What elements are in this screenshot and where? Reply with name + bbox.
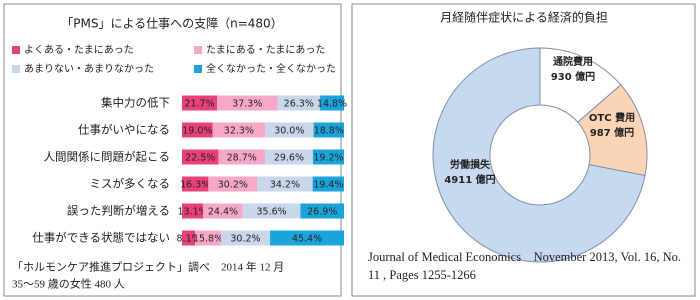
legend-swatch: [194, 46, 202, 54]
bar-segment: [242, 203, 301, 219]
bar-segment: [312, 149, 344, 165]
value-label: 19.0%: [182, 126, 212, 137]
bar-segment: [313, 122, 344, 138]
slice-label: 労働損失: [450, 158, 491, 171]
bar-segment: [182, 95, 218, 111]
value-label: 8.1%: [177, 234, 201, 245]
legend-swatch: [12, 65, 20, 73]
bar-segment: [220, 230, 271, 246]
bar-segment: [264, 149, 313, 165]
note: 35～59 歳の女性 480 人: [12, 277, 125, 291]
legend-swatch: [12, 46, 20, 54]
value-label: 29.6%: [274, 153, 304, 164]
bar-segment: [265, 122, 314, 138]
bar-segment: [257, 176, 313, 192]
note: 「ホルモンケア推進プロジェクト」調べ 2014 年 12 月: [12, 260, 284, 274]
value-label: 22.5%: [185, 153, 215, 164]
bar-segment: [300, 203, 344, 219]
bar-segment: [182, 176, 209, 192]
value-label: 16.3%: [180, 180, 210, 191]
chart-title: 月経随伴症状による経済的負担: [440, 10, 608, 25]
value-label: 13.1%: [178, 207, 208, 218]
legend-label: 全くなかった・全くなかった: [206, 62, 336, 75]
donut-slice: [432, 47, 646, 263]
value-label: 45.4%: [292, 234, 322, 245]
value-label: 19.4%: [313, 180, 343, 191]
value-label: 24.4%: [208, 207, 238, 218]
bar-segment: [320, 95, 344, 111]
category-label: ミスが多くなる: [90, 177, 171, 191]
bar-segment: [195, 230, 221, 246]
value-label: 15.8%: [193, 234, 223, 245]
value-label: 18.8%: [314, 126, 344, 137]
value-label: 35.6%: [256, 207, 286, 218]
value-label: 30.0%: [274, 126, 304, 137]
category-label: 誤った判断が増える: [67, 204, 170, 218]
slice-value: 987 億円: [590, 126, 634, 139]
bar-segment: [212, 122, 266, 138]
value-label: 32.3%: [224, 126, 254, 137]
bar-segment: [217, 95, 278, 111]
category-label: 人間関係に問題が起こる: [44, 150, 171, 164]
slice-value: 930 億円: [551, 70, 595, 83]
bar-segment: [218, 149, 265, 165]
legend-swatch: [194, 65, 202, 73]
bar-segment: [312, 176, 344, 192]
legend-label: よくある・たまにあった: [24, 44, 134, 56]
slice-label: OTC 費用: [589, 111, 635, 124]
category-label: 仕事ができる状態ではない: [32, 231, 170, 245]
chart-title: 「PMS」による仕事への支障（n=480）: [61, 16, 282, 31]
value-label: 30.2%: [230, 234, 260, 245]
value-label: 30.2%: [218, 180, 248, 191]
legend-label: あまりない・あまりなかった: [24, 63, 154, 75]
value-label: 21.7%: [184, 99, 214, 110]
panel-right: [351, 3, 696, 297]
value-label: 26.3%: [284, 99, 314, 110]
slice-value: 4911 億円: [444, 173, 495, 186]
bar-segment: [182, 122, 213, 138]
source: Journal of Medical Economics November 20…: [368, 250, 682, 282]
bar-segment: [182, 149, 219, 165]
bar-segment: [203, 203, 243, 219]
slice-label: 通院費用: [553, 55, 593, 68]
category-label: 集中力の低下: [101, 96, 170, 110]
value-label: 37.3%: [232, 99, 262, 110]
value-label: 26.9%: [307, 207, 337, 218]
value-label: 34.2%: [270, 180, 300, 191]
value-label: 14.8%: [317, 99, 347, 110]
legend-label: たまにある・たまにあった: [206, 44, 325, 56]
bar-segment: [270, 230, 344, 246]
category-label: 仕事がいやになる: [78, 123, 170, 137]
bar-segment: [182, 230, 196, 246]
bar-segment: [277, 95, 321, 111]
bar-segment: [208, 176, 258, 192]
bar-segment: [182, 203, 204, 219]
value-label: 19.2%: [313, 153, 343, 164]
value-label: 28.7%: [227, 153, 257, 164]
